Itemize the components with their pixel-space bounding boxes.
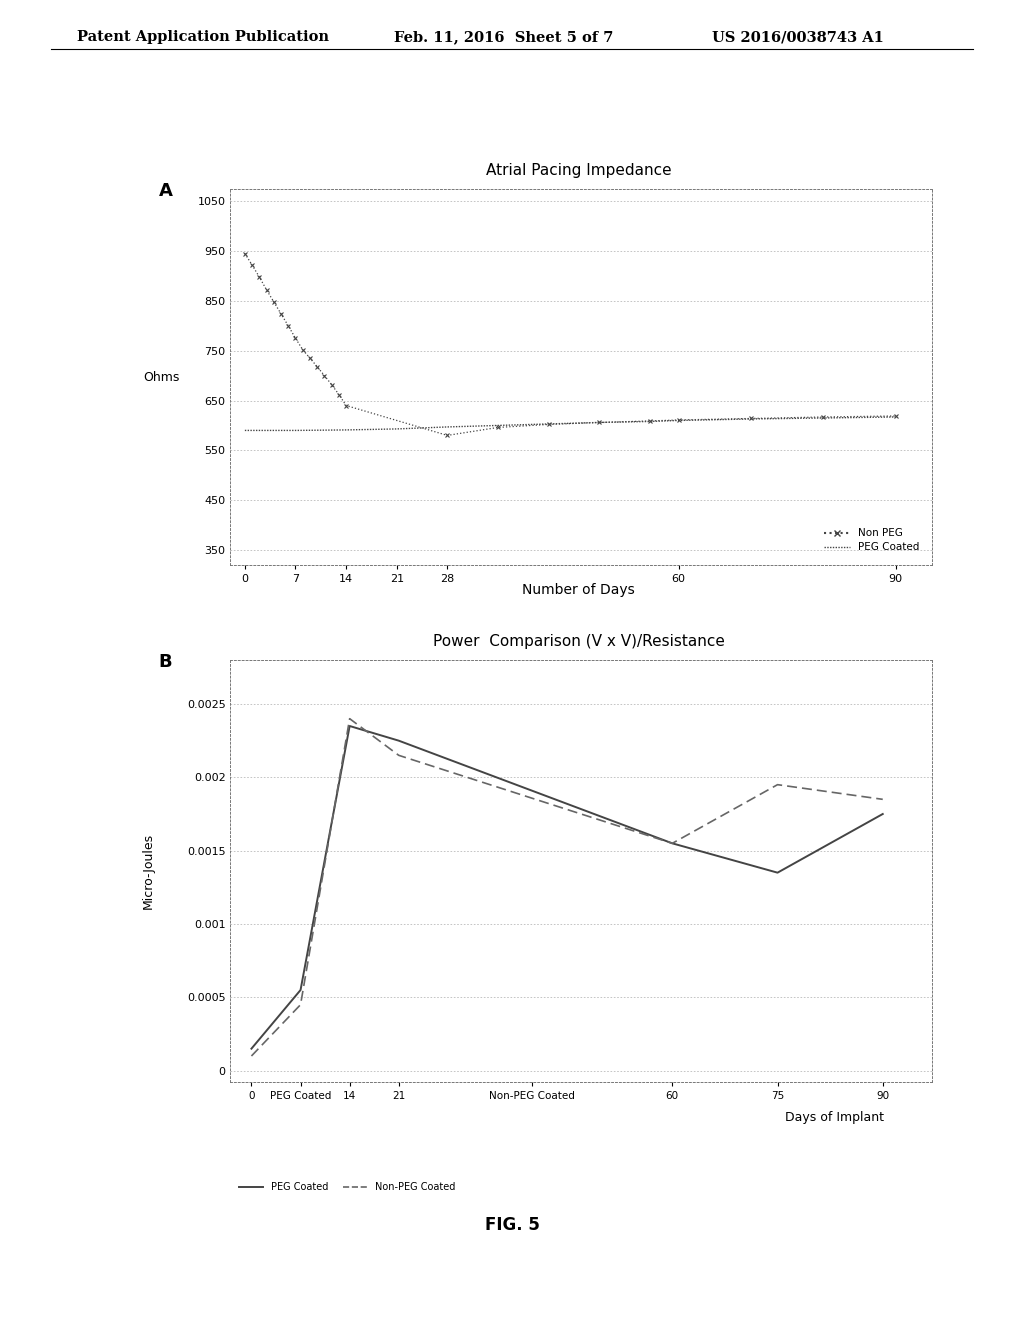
- Non PEG: [593, 414, 605, 430]
- Text: Days of Implant: Days of Implant: [785, 1111, 884, 1125]
- Non PEG: [673, 412, 685, 428]
- Text: Power  Comparison (V x V)/Resistance: Power Comparison (V x V)/Resistance: [432, 635, 725, 649]
- Line: Non-PEG Coated: Non-PEG Coated: [252, 718, 883, 1056]
- PEG Coated: [290, 422, 302, 438]
- Non PEG: [817, 409, 829, 425]
- PEG Coated: [295, 982, 307, 998]
- PEG Coated: [817, 411, 829, 426]
- PEG Coated: [771, 865, 783, 880]
- PEG Coated: [744, 411, 757, 426]
- Non PEG: [253, 269, 265, 285]
- Text: Atrial Pacing Impedance: Atrial Pacing Impedance: [485, 164, 672, 178]
- Non PEG: [297, 342, 309, 358]
- PEG Coated: [246, 1040, 258, 1056]
- Legend: PEG Coated, Non-PEG Coated: PEG Coated, Non-PEG Coated: [236, 1177, 460, 1196]
- Non-PEG Coated: [343, 710, 355, 726]
- PEG Coated: [492, 417, 504, 433]
- Text: Micro-Joules: Micro-Joules: [142, 833, 155, 909]
- PEG Coated: [340, 422, 352, 438]
- Text: FIG. 5: FIG. 5: [484, 1216, 540, 1234]
- Text: Number of Days: Number of Days: [522, 583, 635, 598]
- Text: Ohms: Ohms: [142, 371, 179, 384]
- Non PEG: [304, 350, 316, 366]
- Non PEG: [290, 330, 302, 346]
- Line: Non PEG: Non PEG: [243, 251, 898, 438]
- PEG Coated: [593, 414, 605, 430]
- Non PEG: [441, 428, 454, 444]
- Non PEG: [311, 359, 324, 375]
- PEG Coated: [890, 409, 902, 425]
- Non PEG: [543, 417, 555, 433]
- Non PEG: [744, 411, 757, 426]
- Non-PEG Coated: [771, 776, 783, 792]
- Non PEG: [267, 294, 280, 310]
- PEG Coated: [253, 422, 265, 438]
- Non-PEG Coated: [246, 1048, 258, 1064]
- Non PEG: [340, 397, 352, 413]
- PEG Coated: [343, 718, 355, 734]
- Non-PEG Coated: [295, 997, 307, 1012]
- Text: Patent Application Publication: Patent Application Publication: [77, 30, 329, 45]
- Non PEG: [492, 420, 504, 436]
- Text: B: B: [159, 653, 172, 672]
- PEG Coated: [673, 413, 685, 429]
- Non PEG: [260, 282, 272, 298]
- Non-PEG Coated: [392, 747, 404, 763]
- Text: A: A: [159, 182, 173, 201]
- PEG Coated: [239, 422, 251, 438]
- PEG Coated: [877, 807, 889, 822]
- Line: PEG Coated: PEG Coated: [252, 726, 883, 1048]
- Non PEG: [326, 376, 338, 392]
- Non PEG: [644, 413, 656, 429]
- PEG Coated: [392, 733, 404, 748]
- PEG Coated: [543, 416, 555, 432]
- PEG Coated: [441, 418, 454, 434]
- Non PEG: [246, 257, 258, 273]
- PEG Coated: [644, 413, 656, 429]
- PEG Coated: [667, 836, 679, 851]
- Text: US 2016/0038743 A1: US 2016/0038743 A1: [712, 30, 884, 45]
- Legend: Non PEG, PEG Coated: Non PEG, PEG Coated: [819, 524, 924, 557]
- Non PEG: [274, 306, 287, 322]
- Non PEG: [333, 387, 345, 403]
- PEG Coated: [390, 421, 402, 437]
- Non PEG: [890, 408, 902, 424]
- Non PEG: [318, 368, 331, 384]
- Non-PEG Coated: [877, 792, 889, 808]
- Non PEG: [282, 318, 294, 334]
- Line: PEG Coated: PEG Coated: [245, 417, 896, 430]
- Text: Feb. 11, 2016  Sheet 5 of 7: Feb. 11, 2016 Sheet 5 of 7: [394, 30, 613, 45]
- Non-PEG Coated: [667, 836, 679, 851]
- Non PEG: [239, 246, 251, 261]
